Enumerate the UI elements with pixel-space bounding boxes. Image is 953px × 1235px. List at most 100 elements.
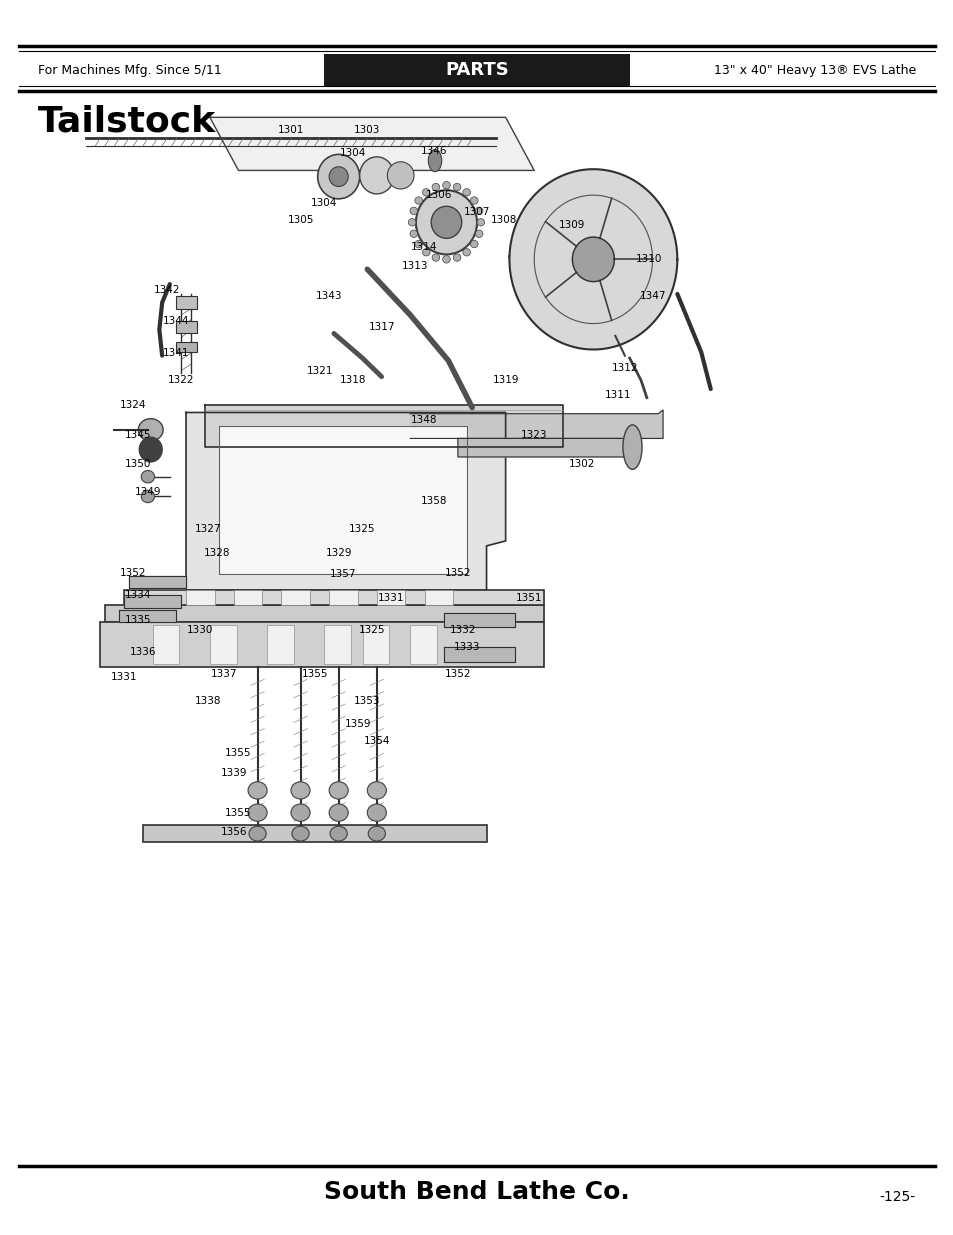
Text: 1331: 1331 xyxy=(111,672,137,682)
Text: 1352: 1352 xyxy=(444,568,471,578)
Text: 1328: 1328 xyxy=(204,548,231,558)
Text: 1355: 1355 xyxy=(225,748,252,758)
Ellipse shape xyxy=(415,241,422,248)
Text: 1347: 1347 xyxy=(639,291,666,301)
Bar xyxy=(362,625,389,664)
Text: 1355: 1355 xyxy=(301,669,328,679)
Ellipse shape xyxy=(141,471,154,483)
Text: 1355: 1355 xyxy=(225,808,252,818)
Bar xyxy=(410,625,436,664)
Text: 1322: 1322 xyxy=(168,375,194,385)
Ellipse shape xyxy=(317,154,359,199)
Bar xyxy=(124,590,543,605)
Polygon shape xyxy=(410,410,662,438)
Bar xyxy=(376,590,405,605)
Ellipse shape xyxy=(416,190,476,254)
Ellipse shape xyxy=(141,490,154,503)
Bar xyxy=(186,590,214,605)
Text: 1353: 1353 xyxy=(354,697,380,706)
Bar xyxy=(281,590,310,605)
Text: 1338: 1338 xyxy=(194,697,221,706)
Bar xyxy=(105,605,543,622)
Text: 1309: 1309 xyxy=(558,220,585,230)
Text: Tailstock: Tailstock xyxy=(38,105,216,140)
Text: 1354: 1354 xyxy=(363,736,390,746)
Polygon shape xyxy=(443,647,515,662)
Polygon shape xyxy=(210,117,534,170)
Ellipse shape xyxy=(462,248,470,256)
Text: 1307: 1307 xyxy=(463,207,490,217)
Ellipse shape xyxy=(475,230,482,237)
Ellipse shape xyxy=(329,782,348,799)
Text: 1314: 1314 xyxy=(411,242,437,252)
Polygon shape xyxy=(509,169,677,350)
Text: 1343: 1343 xyxy=(315,291,342,301)
Text: 1350: 1350 xyxy=(125,459,152,469)
Text: 1317: 1317 xyxy=(368,322,395,332)
Text: 1358: 1358 xyxy=(420,496,447,506)
Text: 1324: 1324 xyxy=(120,400,147,410)
Ellipse shape xyxy=(330,826,347,841)
Bar xyxy=(175,342,196,352)
Text: 1342: 1342 xyxy=(153,285,180,295)
Ellipse shape xyxy=(422,248,430,256)
Polygon shape xyxy=(119,610,176,622)
Ellipse shape xyxy=(470,196,477,204)
Ellipse shape xyxy=(475,207,482,215)
Text: 1306: 1306 xyxy=(425,190,452,200)
Ellipse shape xyxy=(442,256,450,263)
Text: 1330: 1330 xyxy=(187,625,213,635)
Ellipse shape xyxy=(367,782,386,799)
Ellipse shape xyxy=(470,241,477,248)
Text: For Machines Mfg. Since 5/11: For Machines Mfg. Since 5/11 xyxy=(38,64,222,77)
Text: -125-: -125- xyxy=(879,1191,915,1204)
Polygon shape xyxy=(572,237,614,282)
Text: 1310: 1310 xyxy=(635,254,661,264)
Text: 1313: 1313 xyxy=(401,261,428,270)
Ellipse shape xyxy=(387,162,414,189)
Ellipse shape xyxy=(462,189,470,196)
Text: 1344: 1344 xyxy=(163,316,190,326)
Text: South Bend Lathe Co.: South Bend Lathe Co. xyxy=(324,1181,629,1204)
Text: 1302: 1302 xyxy=(568,459,595,469)
Text: 1337: 1337 xyxy=(211,669,237,679)
Bar xyxy=(100,622,543,667)
Ellipse shape xyxy=(138,419,163,441)
Text: 1348: 1348 xyxy=(411,415,437,425)
Bar xyxy=(424,590,453,605)
Polygon shape xyxy=(205,405,562,447)
Bar xyxy=(143,825,486,842)
Ellipse shape xyxy=(359,157,394,194)
Bar xyxy=(324,54,629,86)
Text: 1323: 1323 xyxy=(520,430,547,440)
Text: 1341: 1341 xyxy=(163,348,190,358)
Bar xyxy=(324,625,351,664)
Text: 1332: 1332 xyxy=(449,625,476,635)
Ellipse shape xyxy=(249,826,266,841)
Ellipse shape xyxy=(248,804,267,821)
Text: 1308: 1308 xyxy=(490,215,517,225)
Text: 1325: 1325 xyxy=(358,625,385,635)
Ellipse shape xyxy=(410,230,417,237)
Ellipse shape xyxy=(292,826,309,841)
Text: 1304: 1304 xyxy=(339,148,366,158)
Text: 1305: 1305 xyxy=(287,215,314,225)
Bar xyxy=(267,625,294,664)
Text: 1349: 1349 xyxy=(134,487,161,496)
Text: 1351: 1351 xyxy=(516,593,542,603)
Bar xyxy=(175,321,196,333)
Ellipse shape xyxy=(453,254,460,262)
Text: 1312: 1312 xyxy=(611,363,638,373)
Text: PARTS: PARTS xyxy=(445,62,508,79)
Bar xyxy=(152,625,179,664)
Ellipse shape xyxy=(431,206,461,238)
Polygon shape xyxy=(129,576,186,588)
Ellipse shape xyxy=(367,804,386,821)
Polygon shape xyxy=(457,435,634,457)
Text: 1325: 1325 xyxy=(349,524,375,534)
Text: 1334: 1334 xyxy=(125,590,152,600)
Text: 1303: 1303 xyxy=(354,125,380,135)
Bar xyxy=(210,625,236,664)
Ellipse shape xyxy=(368,826,385,841)
Polygon shape xyxy=(124,595,181,608)
